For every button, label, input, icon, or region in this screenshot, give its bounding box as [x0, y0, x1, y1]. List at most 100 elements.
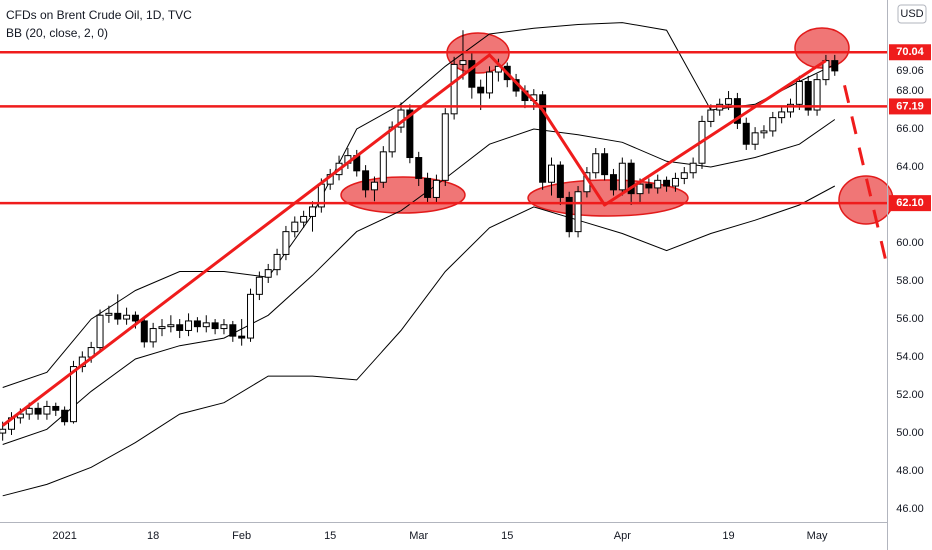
currency[interactable]: USD — [900, 8, 923, 20]
candle-body — [565, 196, 573, 233]
x-tick-label: Mar — [409, 530, 428, 542]
candle-body — [176, 324, 184, 331]
candle-body — [52, 405, 60, 411]
level-tag-label: 67.19 — [896, 100, 924, 112]
candle-body — [370, 181, 378, 191]
candle-body — [477, 86, 485, 94]
candle-body — [618, 162, 626, 191]
candle-body — [291, 221, 299, 233]
y-tick-label: 56.00 — [896, 313, 924, 325]
candle-body — [308, 206, 316, 217]
trend-line — [1, 53, 827, 427]
candle-body — [282, 231, 290, 255]
candle-body — [300, 215, 308, 223]
x-tick-label: Apr — [614, 530, 631, 542]
x-tick-label: 15 — [501, 530, 513, 542]
candle-body — [680, 172, 688, 179]
candle-body — [34, 407, 42, 415]
candle-body — [25, 407, 33, 415]
y-tick-label: 50.00 — [896, 427, 924, 439]
candle-body — [273, 253, 281, 271]
candle-body — [43, 405, 51, 415]
bb-middle — [2, 119, 836, 445]
x-tick-label: 15 — [324, 530, 336, 542]
candle-body — [769, 117, 777, 132]
candle-body — [751, 132, 759, 145]
y-tick-label: 48.00 — [896, 465, 924, 477]
candle-body — [167, 324, 175, 328]
candle-body — [140, 320, 148, 343]
candle-body — [441, 113, 449, 181]
candle-body — [459, 60, 467, 65]
candle-body — [547, 164, 555, 183]
candle-body — [432, 179, 440, 198]
candle-body — [804, 81, 812, 111]
level-tag-label: 62.10 — [896, 197, 924, 209]
candle-body — [69, 366, 77, 423]
ellipse — [340, 176, 466, 214]
candle-body — [778, 111, 786, 119]
candle-body — [742, 122, 750, 145]
candle-body — [822, 60, 830, 81]
level-tag-label: 70.04 — [896, 46, 924, 58]
candle-body — [185, 320, 193, 331]
candle-body — [379, 151, 387, 183]
candle-body — [247, 293, 255, 339]
x-tick-label: Feb — [232, 530, 251, 542]
bb-upper — [2, 22, 836, 388]
candle-body — [539, 94, 547, 183]
x-tick-label: 19 — [722, 530, 734, 542]
x-tick-label: 18 — [147, 530, 159, 542]
candle-body — [795, 81, 803, 105]
plot — [0, 22, 889, 497]
currency-box[interactable] — [897, 4, 927, 24]
candle-body — [592, 153, 600, 174]
candle-body — [707, 109, 715, 122]
candle-body — [601, 153, 609, 176]
candle-body — [424, 177, 432, 198]
candle-body — [831, 60, 839, 72]
candle-body — [406, 109, 414, 159]
candle-body — [96, 314, 104, 349]
candle-body — [114, 312, 122, 320]
candle-body — [202, 322, 210, 328]
candle-body — [158, 326, 166, 330]
candle-body — [0, 428, 7, 434]
y-tick-label: 54.00 — [896, 351, 924, 363]
last-price-label: 69.06 — [896, 65, 924, 77]
candle-body — [193, 320, 201, 328]
candle-body — [264, 269, 272, 278]
candle-body — [238, 335, 246, 339]
candle-body — [131, 314, 139, 322]
candle-body — [415, 157, 423, 179]
ellipse — [838, 175, 894, 225]
y-tick-label: 64.00 — [896, 161, 924, 173]
bb-lower — [2, 185, 836, 497]
indicator-label: BB (20, close, 2, 0) — [6, 26, 108, 40]
y-tick-label: 66.00 — [896, 123, 924, 135]
candle-body — [450, 63, 458, 115]
candle-body — [468, 60, 476, 88]
candle-body — [645, 183, 653, 189]
candle-body — [556, 164, 564, 198]
candle-body — [362, 170, 370, 191]
level-tag — [889, 195, 931, 212]
y-tick-label: 52.00 — [896, 389, 924, 401]
candle-body — [105, 312, 113, 316]
candle-body — [574, 191, 582, 233]
y-tick-label: 46.00 — [896, 503, 924, 515]
candle-body — [760, 130, 768, 134]
candle-body — [627, 162, 635, 195]
candle-body — [229, 324, 237, 337]
candle-body — [149, 328, 157, 343]
candle-body — [689, 162, 697, 174]
candle-body — [733, 98, 741, 124]
y-tick-label: 58.00 — [896, 275, 924, 287]
candle-body — [636, 183, 644, 195]
candle-body — [211, 322, 219, 330]
x-tick-label: May — [807, 530, 828, 542]
candle-body — [654, 179, 662, 189]
candle-body — [609, 174, 617, 191]
candle-body — [123, 314, 131, 320]
